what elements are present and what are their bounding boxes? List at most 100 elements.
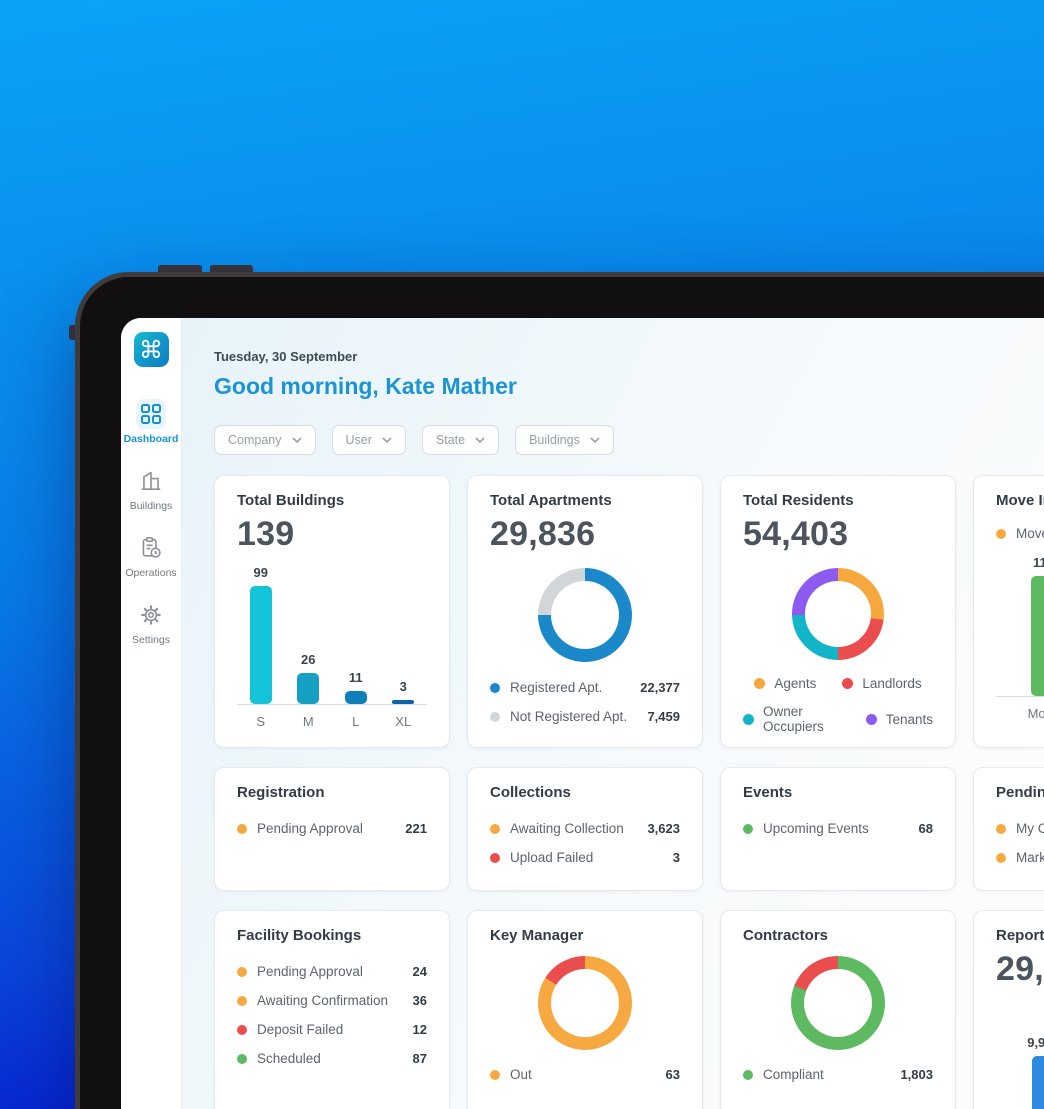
legend-label: Compliant [763, 1067, 824, 1082]
card-title: Events [743, 784, 793, 801]
legend-item: Compliant 1,803 [743, 1067, 933, 1082]
legend-value: 3,623 [647, 821, 680, 836]
card-value: 29,836 [490, 515, 596, 553]
legend-item: Pending Approval 221 [237, 821, 427, 836]
sidebar-item-label: Settings [132, 634, 170, 646]
legend-dot [490, 823, 500, 834]
axis-label: Move [1027, 706, 1044, 721]
legend-label: Registered Apt. [510, 680, 603, 695]
legend-item: Move Ou [996, 526, 1044, 541]
chevron-down-icon [475, 437, 485, 443]
sidebar-item-label: Dashboard [123, 433, 179, 445]
main-content: Tuesday, 30 September Good morning, Kate… [182, 318, 1044, 1109]
legend-label: Landlords [862, 676, 922, 691]
card-events[interactable]: Events Upcoming Events 68 [720, 767, 956, 891]
legend-label: Scheduled [257, 1051, 321, 1066]
card-collections[interactable]: Collections Awaiting Collection 3,623 Uplo… [467, 767, 703, 891]
card-facility-bookings[interactable]: Facility Bookings Pending Approval 24 Awai… [214, 910, 450, 1109]
legend-value: 24 [412, 964, 427, 979]
gear-icon [138, 600, 164, 630]
legend-item: Agents [754, 676, 816, 691]
legend-label: My Comm [1016, 821, 1044, 836]
sidebar-item-settings[interactable]: Settings [121, 600, 182, 646]
legend-dot [842, 678, 854, 689]
legend-label: Move Ou [1016, 526, 1044, 541]
filter-chip-state[interactable]: State [421, 425, 500, 455]
card-total-buildings[interactable]: Total Buildings 139 99 26 11 3 S M L XL [214, 475, 450, 748]
app-logo[interactable]: ⌘ [133, 332, 169, 367]
legend-item: Marketp [996, 850, 1044, 865]
card-title: Collections [490, 784, 571, 801]
bar [297, 673, 320, 704]
legend-value: 221 [405, 821, 427, 836]
legend-dot [490, 682, 500, 693]
card-value: 29,67 [996, 950, 1044, 988]
device-bezel: ⌘ Dashboard Buildings [80, 277, 1044, 1109]
card-key-manager[interactable]: Key Manager Out 63 [467, 910, 703, 1109]
legend-value: 3 [672, 850, 680, 865]
legend-value: 7,459 [647, 709, 680, 724]
sidebar-item-operations[interactable]: Operations [121, 533, 182, 579]
stat-rows: Compliant 1,803 [743, 1067, 933, 1082]
donut-chart [792, 568, 884, 660]
legend-value: 22,377 [640, 680, 680, 695]
bar-value-label: 11 [348, 670, 363, 685]
dashboard-grid-icon [136, 399, 166, 429]
device-frame: ⌘ Dashboard Buildings [75, 272, 1044, 1109]
filter-label: Buildings [529, 433, 580, 447]
bar-chart: 99 26 11 3 S M L XL [237, 560, 427, 729]
legend-dot [743, 823, 753, 834]
card-title: Total Apartments [490, 492, 612, 509]
card-title: Total Residents [743, 492, 854, 509]
legend-label: Upcoming Events [763, 821, 869, 836]
bar [1031, 1056, 1044, 1109]
card-title: Move In & [996, 492, 1044, 509]
axis-label: L [352, 714, 360, 729]
legend-item: Pending Approval 24 [237, 964, 427, 979]
legend-label: Deposit Failed [257, 1022, 344, 1037]
legend-dot [237, 966, 247, 977]
card-move-in-out[interactable]: Move In & Move Ou 118 Move [973, 475, 1044, 748]
legend: Agents Landlords Owner Occupiers Tenants [743, 676, 933, 734]
sidebar-item-label: Buildings [129, 500, 173, 512]
stat-rows: Pending Approval 24 Awaiting Confirmation 3… [237, 964, 427, 1066]
legend-label: Owner Occupiers [763, 704, 824, 734]
legend-dot [996, 852, 1006, 863]
card-registration[interactable]: Registration Pending Approval 221 [214, 767, 450, 891]
legend-dot [490, 711, 500, 722]
legend-label: Out [510, 1067, 532, 1082]
legend: Registered Apt. 22,377 Not Registered Apt.… [490, 680, 680, 724]
date-text: Tuesday, 30 September [214, 349, 358, 364]
legend-item: Registered Apt. 22,377 [490, 680, 680, 695]
card-total-apartments[interactable]: Total Apartments 29,836 Registered Apt. 2… [467, 475, 703, 748]
clipboard-clock-icon [138, 533, 164, 563]
legend-dot [237, 1024, 247, 1035]
legend-item: Deposit Failed 12 [237, 1022, 427, 1037]
bar-value-label: 26 [301, 652, 316, 667]
sidebar-item-dashboard[interactable]: Dashboard [121, 399, 182, 445]
app-screen: ⌘ Dashboard Buildings [121, 318, 1044, 1109]
bar-value-label: 99 [253, 565, 268, 580]
legend-label: Awaiting Confirmation [257, 993, 389, 1008]
stat-rows: My Comm Marketp [996, 821, 1044, 865]
stat-rows: Pending Approval 221 [237, 821, 427, 836]
sidebar-item-label: Operations [125, 567, 177, 579]
card-contractors[interactable]: Contractors Compliant 1,803 [720, 910, 956, 1109]
card-title: Facility Bookings [237, 927, 362, 944]
legend-label: Pending Approval [257, 964, 363, 979]
bar-value-label: 3 [399, 679, 407, 694]
sidebar-item-buildings[interactable]: Buildings [121, 466, 182, 512]
bar-chart: 9,932 [996, 1035, 1044, 1109]
stat-rows: Awaiting Collection 3,623 Upload Failed 3 [490, 821, 680, 865]
filter-chip-buildings[interactable]: Buildings [515, 425, 614, 455]
legend-item: Not Registered Apt. 7,459 [490, 709, 680, 724]
page-title: Good morning, Kate Mather [214, 373, 517, 399]
filter-chip-company[interactable]: Company [214, 425, 316, 455]
card-reports[interactable]: Report an 29,67 9,932 [973, 910, 1044, 1109]
card-total-residents[interactable]: Total Residents 54,403 Agents Landlords Ow… [720, 475, 956, 748]
legend-item: Upcoming Events 68 [743, 821, 933, 836]
card-pending[interactable]: Pending P My Comm Marketp [973, 767, 1044, 891]
legend-value: 36 [412, 993, 427, 1008]
filter-chip-user[interactable]: User [331, 425, 406, 455]
legend-value: 68 [918, 821, 933, 836]
